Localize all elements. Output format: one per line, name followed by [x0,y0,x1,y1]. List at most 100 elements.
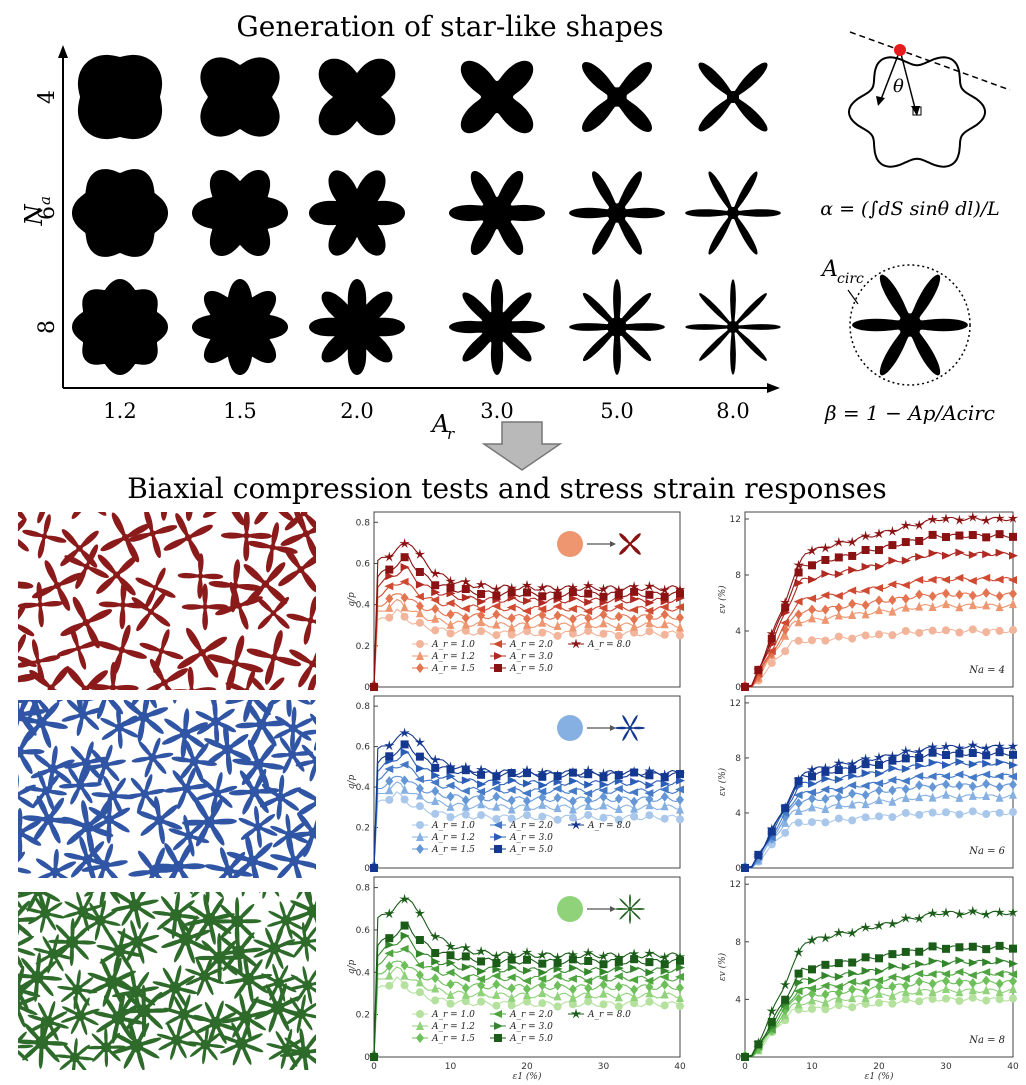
data-point [794,999,803,1009]
data-point [599,629,608,638]
data-point [861,953,870,962]
data-point [461,982,470,993]
data-point [900,974,910,983]
data-point [507,630,516,639]
data-point [874,976,883,985]
data-point [416,1010,424,1018]
packed-particle [186,1025,225,1065]
packed-particle [226,834,279,878]
data-point [982,778,991,789]
data-point [981,742,992,753]
data-point [915,754,924,763]
data-point [385,961,394,972]
packed-particle [86,1027,127,1068]
data-point [888,990,897,1000]
packed-particle [35,848,76,878]
data-point [821,989,830,1000]
data-point [861,966,871,975]
data-point [821,774,831,783]
y-tick-label: 0.4 [356,968,371,978]
data-point [848,958,857,967]
data-point [630,595,640,604]
packed-particle [71,512,107,519]
packed-particle [18,808,42,858]
data-point [553,792,562,803]
data-point [995,781,1004,792]
data-point [780,618,790,627]
y-tick-label: 0.8 [356,884,371,894]
data-point [492,959,501,968]
packed-particle [195,700,237,745]
data-point [808,561,816,570]
packed-particle [87,957,137,1007]
packed-particle [63,836,112,878]
data-point [914,575,924,584]
legend-label: A_r = 1.0 [431,640,475,650]
data-point [888,999,897,1008]
data-point [431,795,440,805]
packed-particle [172,700,177,704]
data-point [847,586,857,595]
data-point [888,631,897,640]
star-shape-icon [615,894,645,924]
legend-label: A_r = 2.0 [509,640,553,650]
y-axis-label: q/p [347,959,357,974]
data-point [901,754,910,763]
legend-label: A_r = 1.5 [431,1034,475,1044]
data-point [645,590,654,599]
data-point [794,806,803,816]
data-point [982,945,991,954]
y-tick-label: 0.8 [356,518,371,528]
data-point [834,570,844,579]
data-point [506,785,516,794]
data-point [368,681,380,692]
series [370,748,685,872]
data-point [848,610,857,620]
data-point [982,996,991,1005]
data-point [584,800,593,810]
data-point [994,906,1005,917]
legend-label: A_r = 5.0 [509,1034,553,1044]
data-point [568,629,577,638]
data-point [861,600,870,611]
data-point [834,632,843,641]
data-point [660,989,669,999]
data-point [834,766,843,775]
data-point [507,776,517,785]
packed-particle [273,706,313,751]
data-point [521,764,533,775]
data-point [506,582,517,593]
chart-panel-ev-blue: 0 4 8 12 εv (%) Na = 6 [717,695,1019,874]
data-point [928,748,937,757]
data-point [942,599,950,609]
data-point [967,971,977,980]
alpha-formula: α = (∫dS sinθ dl)/L [820,198,1000,220]
data-point [940,741,952,752]
data-point [400,970,409,980]
data-point [645,598,655,607]
data-point [400,960,409,971]
panel-annotation: Na = 8 [968,1035,1005,1046]
packed-particle [163,994,205,1035]
data-point [659,951,670,962]
data-point [523,588,531,597]
data-point [538,812,547,821]
packed-particle [208,559,262,613]
data-point [942,533,950,542]
data-point [430,754,441,765]
data-point [553,991,562,1001]
data-point [553,610,562,621]
data-point [477,957,486,966]
data-point [584,626,593,635]
packed-particle [266,1028,307,1069]
data-point [794,978,804,987]
data-point [431,581,440,590]
data-point [901,538,910,547]
packed-particle [225,700,271,722]
data-point [794,636,803,645]
packed-particle [221,993,270,1041]
packed-particle [84,892,121,908]
legend-label: A_r = 2.0 [509,821,553,831]
data-point [446,772,456,781]
data-point [614,590,623,599]
